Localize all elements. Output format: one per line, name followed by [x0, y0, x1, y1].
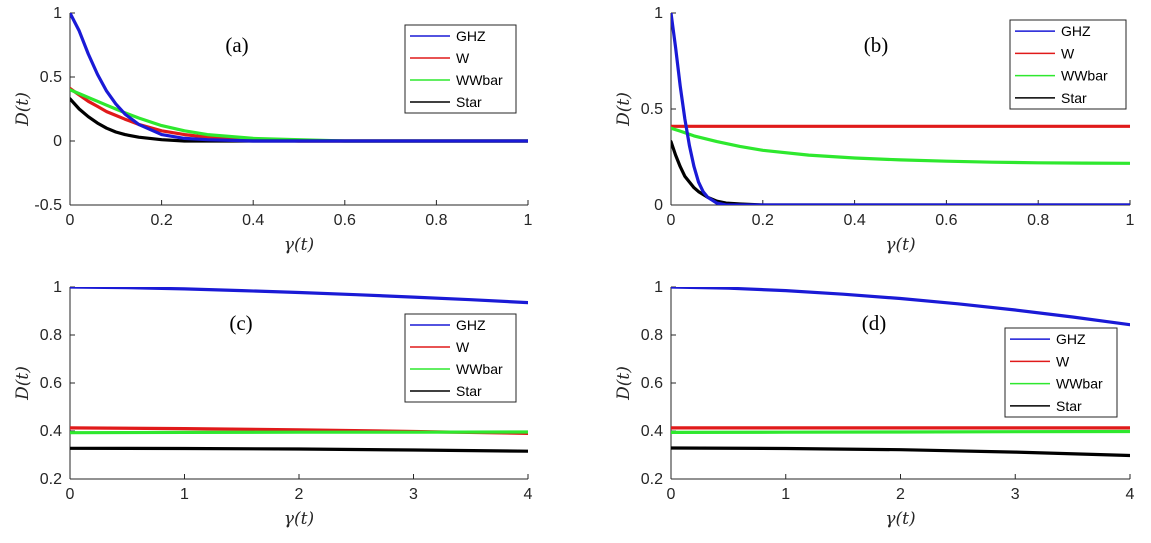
legend-box [404, 313, 517, 403]
legend-label-star: Star [1056, 398, 1082, 414]
y-tick-label: 1 [53, 5, 62, 22]
y-tick-label: 0.8 [641, 327, 663, 344]
y-tick-label: 0 [654, 197, 663, 214]
y-axis-label: D(t) [614, 366, 634, 401]
series-line-wwbar [671, 429, 1130, 434]
x-tick-label: 4 [524, 486, 533, 503]
legend-label-wwbar: WWbar [1056, 376, 1103, 392]
series-group [70, 13, 528, 143]
legend-label-w: W [456, 50, 470, 66]
x-tick-label: 0 [66, 212, 75, 229]
legend-box [1009, 19, 1127, 110]
legend-label-star: Star [456, 94, 482, 110]
series-line-star [671, 446, 1130, 458]
panel-c: 0 1 2 3 4 0.2 0.4 0.6 0.8 1 γ(t) D(t) (c) GHZ W WWbar St… [13, 279, 533, 529]
x-tick-label: 1 [1126, 212, 1135, 229]
legend-label-wwbar: WWbar [1061, 68, 1108, 84]
legend-label-star: Star [1061, 90, 1087, 106]
x-axis-label: γ(t) [885, 509, 915, 529]
y-tick-label: 0.6 [40, 375, 62, 392]
x-tick-label: 0.2 [150, 212, 172, 229]
panel-d: 0 1 2 3 4 0.2 0.4 0.6 0.8 1 γ(t) D(t) (d) GHZ W WWbar St… [614, 279, 1135, 529]
panel-a: 0 0.2 0.4 0.6 0.8 1-0.500.51γ(t)D(t)(a) GHZWWW… [13, 5, 533, 255]
panel-label: (b) [864, 33, 889, 57]
y-tick-label: 0.6 [641, 375, 663, 392]
y-tick-label: 0.2 [40, 471, 62, 488]
series-line-star [70, 446, 528, 453]
x-tick-label: 2 [295, 486, 304, 503]
x-axis-label: γ(t) [885, 235, 915, 255]
y-tick-label: 0.4 [40, 423, 62, 440]
legend-label-ghz: GHZ [1056, 331, 1086, 347]
panel-label: (d) [862, 311, 887, 335]
legend-label-ghz: GHZ [456, 317, 486, 333]
x-tick-label: 4 [1126, 486, 1135, 503]
series-line-ghz [70, 13, 528, 143]
series-line-ghz [671, 287, 1130, 327]
legend: GHZ W WWbar Star [1009, 19, 1127, 110]
y-tick-label: 0.2 [641, 471, 663, 488]
series-line-ghz [70, 287, 528, 305]
panel-b: 0 0.2 0.4 0.6 0.8 1 0 0.5 1 γ(t) D(t) (b) GHZ W WWbar S… [614, 5, 1135, 255]
series-line-wwbar [70, 430, 528, 435]
x-axis-label: γ(t) [284, 235, 314, 255]
legend-label-w: W [1056, 353, 1070, 369]
panel-label: (c) [229, 311, 252, 335]
legend-box [1004, 327, 1118, 418]
x-tick-label: 0.6 [935, 212, 957, 229]
x-tick-label: 1 [524, 212, 533, 229]
series-line-wwbar [671, 126, 1130, 165]
y-tick-label: 0.5 [641, 101, 663, 118]
y-tick-label: 0.8 [40, 327, 62, 344]
y-tick-label: 1 [53, 279, 62, 296]
legend: GHZ W WWbar Star [404, 24, 517, 114]
x-tick-label: 0.2 [752, 212, 774, 229]
legend-label-w: W [456, 339, 470, 355]
y-tick-label: 0.4 [641, 423, 663, 440]
legend-label-ghz: GHZ [1061, 23, 1091, 39]
series-group [671, 287, 1130, 458]
series-line-star [671, 140, 1130, 205]
x-tick-label: 3 [1011, 486, 1020, 503]
y-tick-label: -0.5 [34, 197, 62, 214]
y-tick-label: 1 [654, 5, 663, 22]
legend-label-wwbar: WWbar [456, 72, 503, 88]
legend-label-w: W [1061, 45, 1075, 61]
legend-label-ghz: GHZ [456, 28, 486, 44]
x-tick-label: 0.4 [242, 212, 264, 229]
legend-label-wwbar: WWbar [456, 361, 503, 377]
panel-label: (a) [225, 33, 248, 57]
x-tick-label: 1 [781, 486, 790, 503]
x-tick-label: 0.8 [425, 212, 447, 229]
legend: GHZ W WWbar Star [1004, 327, 1118, 418]
x-tick-label: 0.4 [843, 212, 865, 229]
x-tick-label: 1 [180, 486, 189, 503]
y-axis-label: D(t) [614, 92, 634, 127]
legend-label-star: Star [456, 383, 482, 399]
y-axis-label: D(t) [13, 366, 33, 401]
series-group [70, 287, 528, 453]
series-group [671, 13, 1130, 205]
legend-box [404, 24, 517, 114]
y-tick-label: 1 [654, 279, 663, 296]
x-tick-label: 0 [667, 486, 676, 503]
x-tick-label: 0 [667, 212, 676, 229]
series-line-ghz [671, 13, 1130, 205]
x-tick-label: 2 [896, 486, 905, 503]
legend: GHZ W WWbar Star [404, 313, 517, 403]
x-tick-label: 0.8 [1027, 212, 1049, 229]
y-axis-label: D(t) [13, 92, 33, 127]
x-tick-label: 0 [66, 486, 75, 503]
x-tick-label: 0.6 [334, 212, 356, 229]
x-axis-label: γ(t) [284, 509, 314, 529]
y-tick-label: 0.5 [40, 69, 62, 86]
y-tick-label: 0 [53, 133, 62, 150]
x-tick-label: 3 [409, 486, 418, 503]
